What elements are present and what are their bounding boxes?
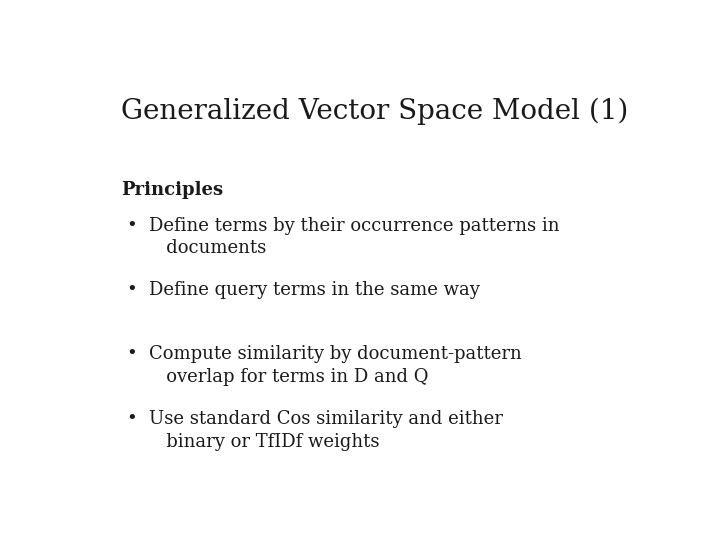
Text: Compute similarity by document-pattern
   overlap for terms in D and Q: Compute similarity by document-pattern o…	[148, 346, 521, 386]
Text: •: •	[126, 410, 137, 428]
Text: Generalized Vector Space Model (1): Generalized Vector Space Model (1)	[121, 98, 628, 125]
Text: Use standard Cos similarity and either
   binary or TfIDf weights: Use standard Cos similarity and either b…	[148, 410, 503, 451]
Text: •: •	[126, 281, 137, 299]
Text: •: •	[126, 346, 137, 363]
Text: •: •	[126, 217, 137, 234]
Text: Principles: Principles	[121, 181, 222, 199]
Text: Define query terms in the same way: Define query terms in the same way	[148, 281, 480, 299]
Text: Define terms by their occurrence patterns in
   documents: Define terms by their occurrence pattern…	[148, 217, 559, 258]
